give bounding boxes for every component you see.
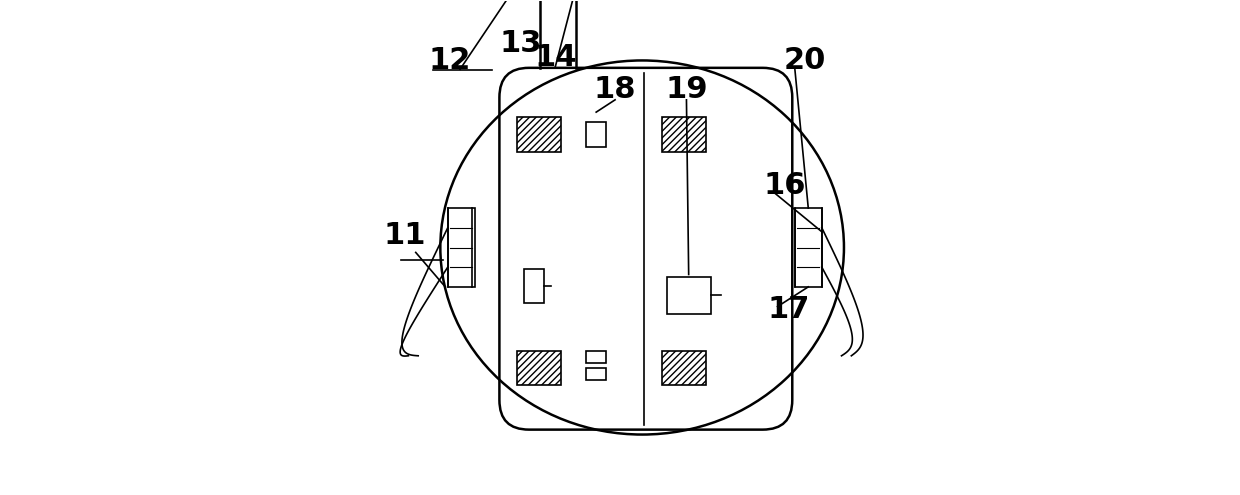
Text: 20: 20 [784, 46, 826, 75]
Bar [667, 277, 711, 314]
Bar [587, 122, 606, 147]
Bar [587, 368, 606, 380]
Text: 19: 19 [665, 76, 708, 104]
Bar [517, 351, 560, 385]
Text: 18: 18 [594, 76, 636, 104]
Text: 11: 11 [383, 221, 427, 249]
Text: 14: 14 [534, 44, 578, 72]
Bar [587, 351, 606, 363]
Text: 17: 17 [768, 295, 810, 324]
Bar [795, 208, 822, 287]
Text: 12: 12 [429, 46, 471, 75]
Text: 16: 16 [764, 171, 806, 200]
Bar [517, 117, 560, 151]
Bar [662, 117, 706, 151]
Text: 13: 13 [500, 29, 542, 58]
Bar [662, 351, 706, 385]
Bar [525, 269, 543, 303]
Bar [448, 208, 475, 287]
